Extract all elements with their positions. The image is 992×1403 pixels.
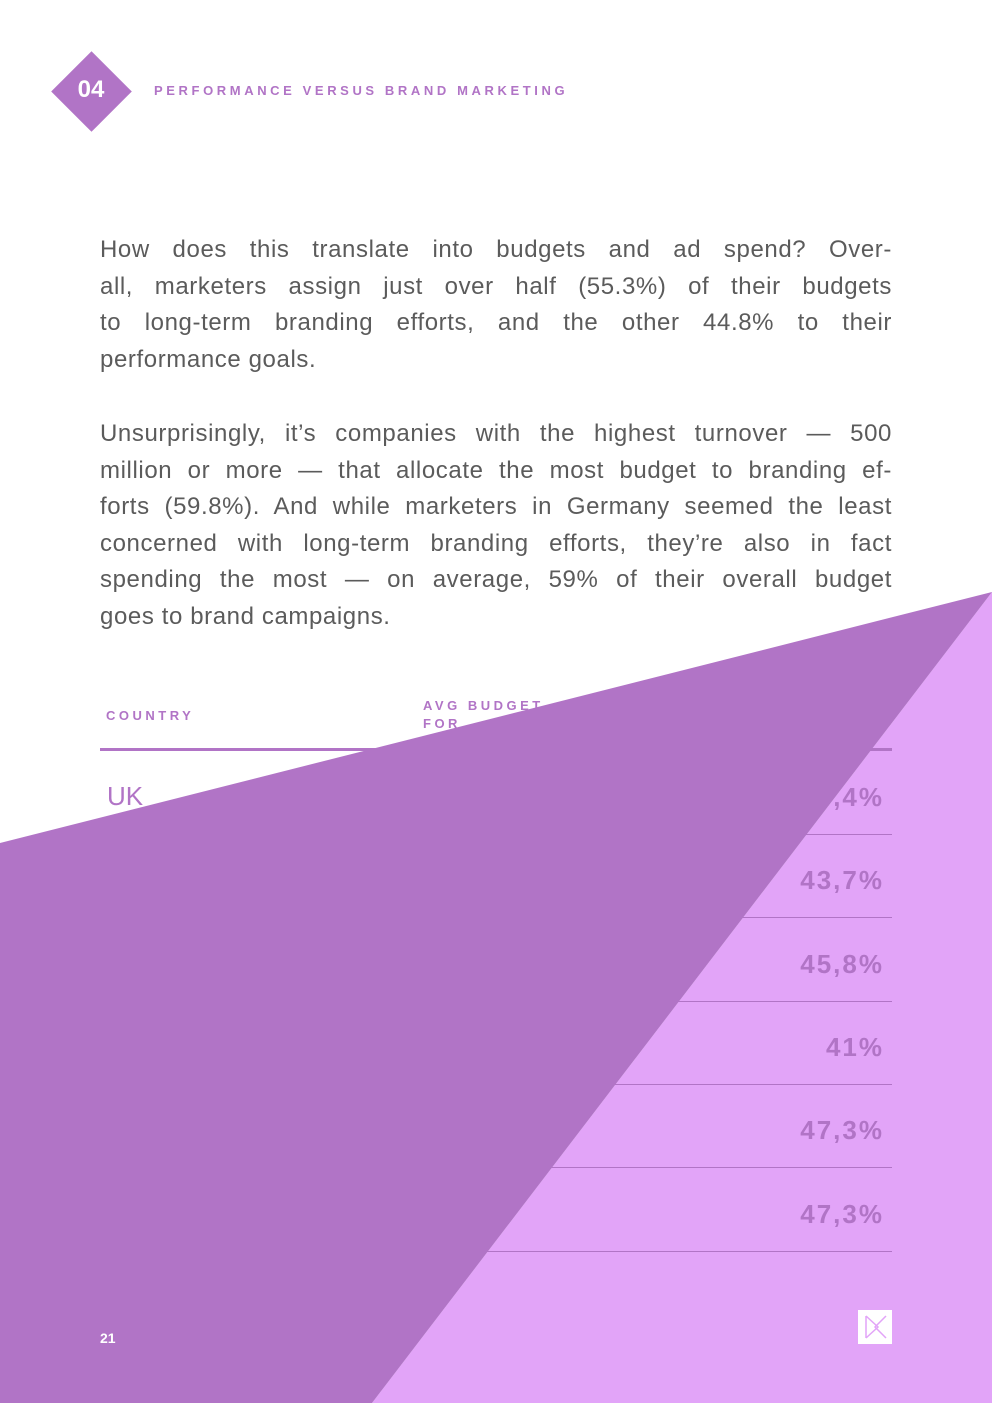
page-number: 21 [100,1330,116,1346]
text-line: million or more — that allocate the most… [100,456,892,484]
row-value: 47,3% [800,1198,884,1229]
row-value: 45,8% [800,948,884,979]
text-line: forts (59.8%). And while marketers in Ge… [100,493,892,521]
text-line: concerned with long-term branding effort… [100,529,892,557]
text-line: to long-term branding efforts, and the o… [100,309,892,337]
row-value: 47,3% [800,1115,884,1146]
section-title: PERFORMANCE VERSUS BRAND MARKETING [154,83,569,98]
text-line: performance goals. [100,345,317,373]
row-separator [100,1250,892,1252]
text-line: all, marketers assign just over half (55… [100,272,892,300]
text-line: spending the most — on average, 59% of t… [100,566,892,594]
col-header: FOR [423,716,461,731]
row-value: 41% [825,1031,884,1062]
section-number: 04 [77,76,105,103]
col-header: COUNTRY [106,708,195,723]
text-line: goes to brand campaigns. [100,603,391,630]
country: UK [107,781,144,811]
row-value: 43,7% [800,865,884,896]
text-line: How does this translate into budgets and… [100,236,892,263]
col-header: AVG BUDGET [423,698,544,713]
text-line: Unsurprisingly, it’s companies with the … [100,420,892,447]
